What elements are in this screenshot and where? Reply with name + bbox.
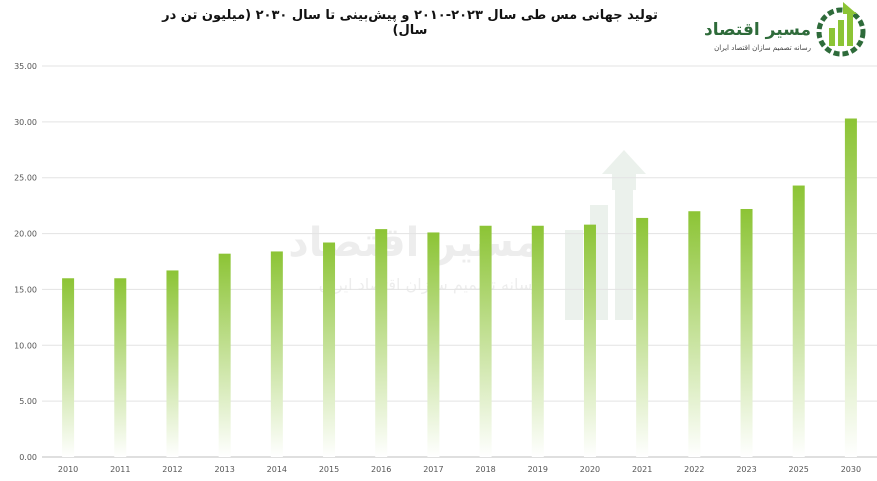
bar-2012 xyxy=(166,270,179,457)
bar-2030 xyxy=(844,118,857,458)
logo-gear-chart-icon xyxy=(816,2,866,57)
y-tick-label: 5.00 xyxy=(19,397,37,406)
x-tick-label: 2019 xyxy=(528,465,548,474)
bar-2020 xyxy=(583,224,596,457)
bar-2010 xyxy=(62,278,75,457)
bar-2023 xyxy=(740,208,753,457)
y-tick-label: 0.00 xyxy=(19,453,37,462)
y-tick-label: 25.00 xyxy=(14,174,37,183)
y-tick-label: 15.00 xyxy=(14,285,37,294)
bar-2014 xyxy=(270,251,283,457)
bar-2013 xyxy=(218,253,231,457)
bar-2017 xyxy=(427,232,440,457)
x-tick-label: 2018 xyxy=(475,465,495,474)
bar-2021 xyxy=(636,217,649,457)
x-tick-label: 2023 xyxy=(736,465,756,474)
gridlines xyxy=(42,65,877,458)
y-tick-label: 35.00 xyxy=(14,62,37,71)
brand-logo: مسیر اقتصاد رسانه تصمیم سازان اقتصاد ایر… xyxy=(671,0,871,60)
logo-tagline: رسانه تصمیم سازان اقتصاد ایران xyxy=(714,44,811,52)
x-tick-label: 2025 xyxy=(789,465,809,474)
y-tick-label: 20.00 xyxy=(14,230,37,239)
x-tick-label: 2013 xyxy=(214,465,234,474)
x-tick-label: 2030 xyxy=(841,465,861,474)
x-axis-ticks: 2010 2011 2012 2013 2014 2015 2016 2017 2018 2019… xyxy=(58,465,861,474)
x-tick-label: 2020 xyxy=(580,465,600,474)
chart-title: تولید جهانی مس طی سال ۲۰۲۳-۲۰۱۰ و پیش‌بی… xyxy=(162,8,658,38)
bar-2025 xyxy=(792,185,805,457)
y-tick-label: 30.00 xyxy=(14,118,37,127)
x-tick-label: 2011 xyxy=(110,465,130,474)
y-axis-ticks: 0.00 5.00 10.00 15.00 20.00 25.00 30.00 35.00 xyxy=(14,62,37,462)
x-tick-label: 2010 xyxy=(58,465,78,474)
y-tick-label: 10.00 xyxy=(14,341,37,350)
bar-2018 xyxy=(479,225,492,457)
bars xyxy=(62,118,857,458)
bar-2022 xyxy=(688,211,701,457)
x-tick-label: 2012 xyxy=(162,465,182,474)
x-tick-label: 2022 xyxy=(684,465,704,474)
x-tick-label: 2016 xyxy=(371,465,391,474)
bar-2016 xyxy=(375,229,388,457)
bar-2019 xyxy=(531,225,544,457)
bar-2015 xyxy=(323,242,336,457)
x-tick-label: 2017 xyxy=(423,465,443,474)
x-tick-label: 2021 xyxy=(632,465,652,474)
x-tick-label: 2015 xyxy=(319,465,339,474)
logo-name: مسیر اقتصاد xyxy=(703,20,811,40)
x-tick-label: 2014 xyxy=(267,465,287,474)
bar-2011 xyxy=(114,278,127,457)
